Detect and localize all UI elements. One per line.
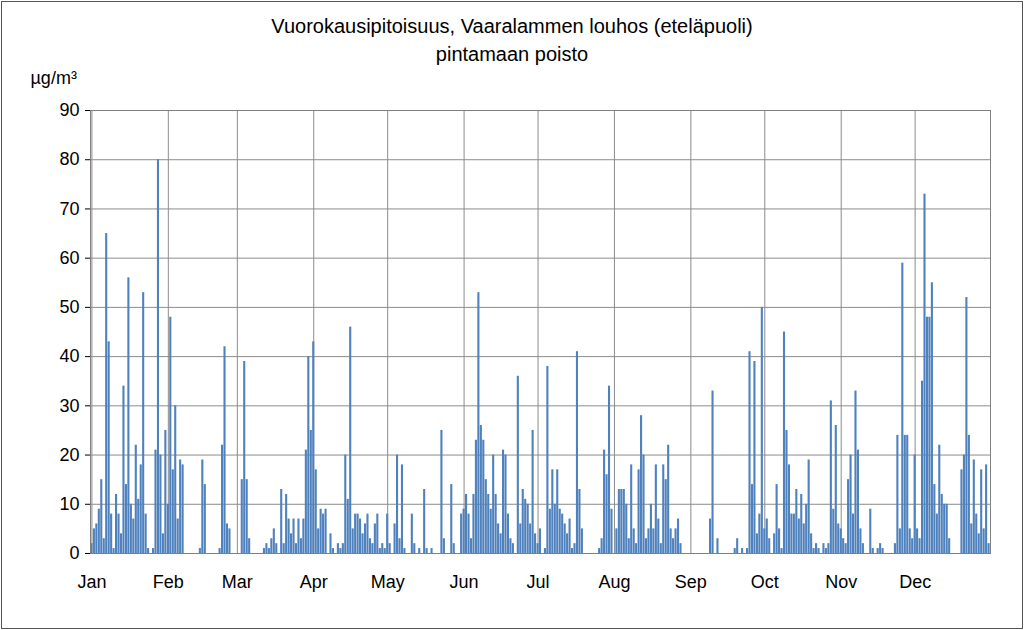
svg-text:Jun: Jun [450, 572, 479, 592]
svg-text:Apr: Apr [300, 572, 328, 592]
svg-text:50: 50 [59, 297, 79, 317]
svg-text:Aug: Aug [598, 572, 630, 592]
svg-text:Nov: Nov [825, 572, 857, 592]
svg-text:Sep: Sep [675, 572, 707, 592]
svg-text:Oct: Oct [751, 572, 779, 592]
svg-text:10: 10 [59, 494, 79, 514]
svg-text:20: 20 [59, 445, 79, 465]
svg-text:May: May [371, 572, 405, 592]
svg-text:60: 60 [59, 248, 79, 268]
svg-text:90: 90 [59, 100, 79, 120]
svg-text:70: 70 [59, 199, 79, 219]
html-text:Vuorokausipitoisuus, Vaaralamm: Vuorokausipitoisuus, Vaaralammen louhos … [271, 15, 753, 37]
svg-text:40: 40 [59, 346, 79, 366]
svg-text:30: 30 [59, 396, 79, 416]
svg-text:Jul: Jul [527, 572, 550, 592]
svg-text:Feb: Feb [153, 572, 184, 592]
svg-text:80: 80 [59, 149, 79, 169]
svg-text:µg/m³: µg/m³ [31, 68, 77, 88]
svg-text:Jan: Jan [77, 572, 106, 592]
svg-text:0: 0 [69, 543, 79, 563]
html-text:pintamaan poisto: pintamaan poisto [435, 43, 589, 65]
svg-text:Dec: Dec [899, 572, 931, 592]
svg-text:Mar: Mar [222, 572, 253, 592]
